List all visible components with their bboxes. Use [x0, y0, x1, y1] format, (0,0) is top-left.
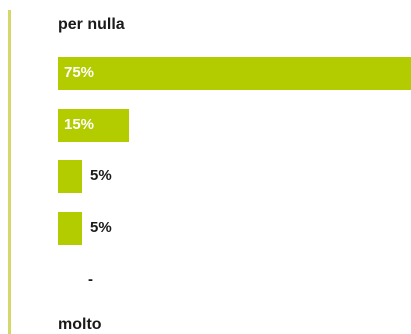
- bar-value-label: 15%: [64, 116, 95, 133]
- scale-axis-line: [8, 10, 11, 334]
- bar: [58, 212, 82, 245]
- bar: [58, 57, 411, 90]
- scale-top-label: per nulla: [58, 16, 125, 33]
- bar-value-label: 5%: [90, 167, 112, 184]
- bar: [58, 160, 82, 193]
- bar-value-label: -: [88, 271, 93, 288]
- bar-value-label: 5%: [90, 219, 112, 236]
- scale-bottom-label: molto: [58, 316, 102, 333]
- bar: [58, 109, 129, 142]
- bar-value-label: 75%: [64, 64, 95, 81]
